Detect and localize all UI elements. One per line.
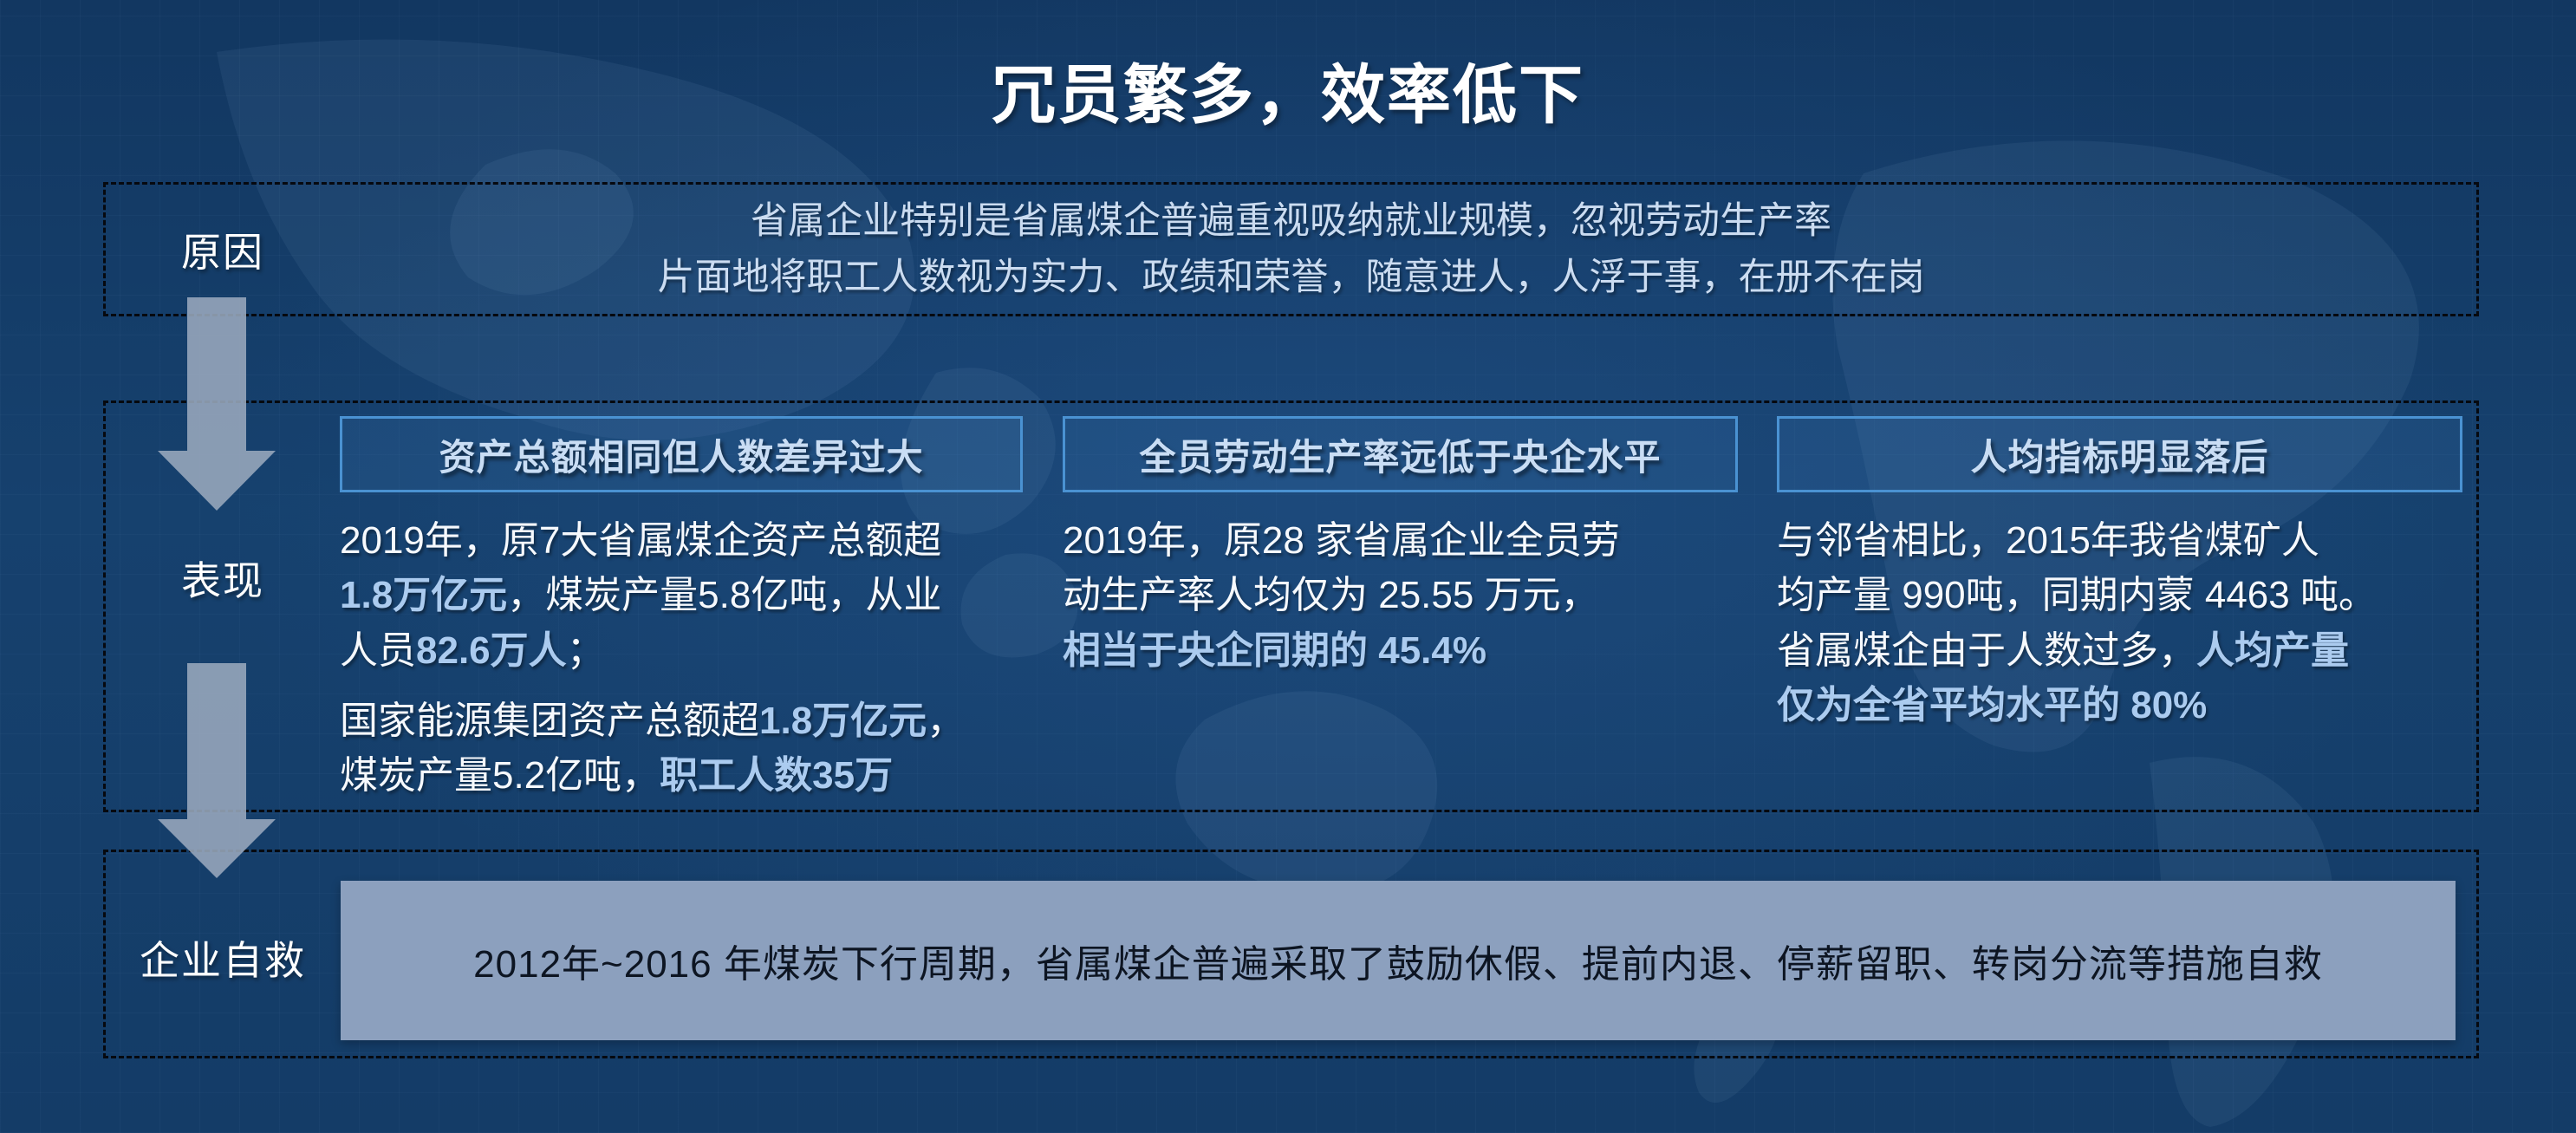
highlight-run: 职工人数35万 xyxy=(660,754,894,798)
self-rescue-text: 2012年~2016 年煤炭下行周期，省属煤企普遍采取了鼓励休假、提前内退、停薪… xyxy=(473,943,2323,986)
self-rescue-section: 企业自救 2012年~2016 年煤炭下行周期，省属煤企普遍采取了鼓励休假、提前… xyxy=(103,850,2479,1058)
cause-label-rail: 原因 xyxy=(106,185,340,314)
cause-section: 原因 省属企业特别是省属煤企普遍重视吸纳就业规模，忽视劳动生产率 片面地将职工人… xyxy=(103,182,2479,316)
cause-line-1: 省属企业特别是省属煤企普遍重视吸纳就业规模，忽视劳动生产率 xyxy=(751,200,1831,242)
column-paragraph: 2019年，原28 家省属企业全员劳 动生产率人均仅为 25.55 万元， 相当… xyxy=(1063,513,1738,678)
manifestation-label-rail: 表现 xyxy=(106,403,340,810)
self-rescue-panel: 2012年~2016 年煤炭下行周期，省属煤企普遍采取了鼓励休假、提前内退、停薪… xyxy=(341,881,2456,1040)
manifestation-column-percapita: 人均指标明显落后 与邻省相比，2015年我省煤矿人 均产量 990吨，同期内蒙 … xyxy=(1777,416,2462,733)
column-paragraph: 与邻省相比，2015年我省煤矿人 均产量 990吨，同期内蒙 4463 吨。 省… xyxy=(1777,513,2462,733)
manifestation-column-productivity: 全员劳动生产率远低于央企水平 2019年，原28 家省属企业全员劳 动生产率人均… xyxy=(1063,416,1738,678)
column-header-percapita: 人均指标明显落后 xyxy=(1777,416,2462,492)
text-run: ，煤炭产量5.8亿吨，从业 人员 xyxy=(340,574,942,672)
highlight-run: 相当于央企同期的 45.4% xyxy=(1063,628,1486,672)
column-paragraph: 国家能源集团资产总额超1.8万亿元， 煤炭产量5.2亿吨，职工人数35万 xyxy=(340,693,1023,804)
self-rescue-label: 企业自救 xyxy=(140,938,306,983)
text-run: ， 煤炭产量5.2亿吨， xyxy=(340,700,966,798)
highlight-run: 人均产量 仅为全省平均水平的 80% xyxy=(1777,628,2349,727)
highlight-run: 1.8万亿元 xyxy=(340,574,508,617)
slide-title: 冗员繁多，效率低下 xyxy=(992,59,1584,131)
manifestation-column-assets: 资产总额相同但人数差异过大 2019年，原7大省属煤企资产总额超 1.8万亿元，… xyxy=(340,416,1023,804)
text-run: 2019年，原28 家省属企业全员劳 动生产率人均仅为 25.55 万元， xyxy=(1063,519,1621,617)
column-paragraph: 2019年，原7大省属煤企资产总额超 1.8万亿元，煤炭产量5.8亿吨，从业 人… xyxy=(340,513,1023,678)
highlight-run: 1.8万亿元 xyxy=(759,700,927,743)
cause-label: 原因 xyxy=(181,229,264,275)
column-header-assets: 资产总额相同但人数差异过大 xyxy=(340,416,1023,492)
highlight-run: 82.6万人 xyxy=(416,628,567,672)
text-run: 国家能源集团资产总额超 xyxy=(340,700,759,743)
cause-text: 省属企业特别是省属煤企普遍重视吸纳就业规模，忽视劳动生产率 片面地将职工人数视为… xyxy=(106,185,2476,314)
text-run: 2019年，原7大省属煤企资产总额超 xyxy=(340,519,942,562)
manifestation-section: 表现 资产总额相同但人数差异过大 2019年，原7大省属煤企资产总额超 1.8万… xyxy=(103,400,2479,812)
text-run: 与邻省相比，2015年我省煤矿人 均产量 990吨，同期内蒙 4463 吨。 省… xyxy=(1777,519,2377,672)
manifestation-label: 表现 xyxy=(181,557,264,603)
self-rescue-label-rail: 企业自救 xyxy=(106,881,340,1035)
cause-line-2: 片面地将职工人数视为实力、政绩和荣誉，随意进人，人浮于事，在册不在岗 xyxy=(657,256,1925,298)
column-header-productivity: 全员劳动生产率远低于央企水平 xyxy=(1063,416,1738,492)
text-run: ； xyxy=(566,628,605,672)
